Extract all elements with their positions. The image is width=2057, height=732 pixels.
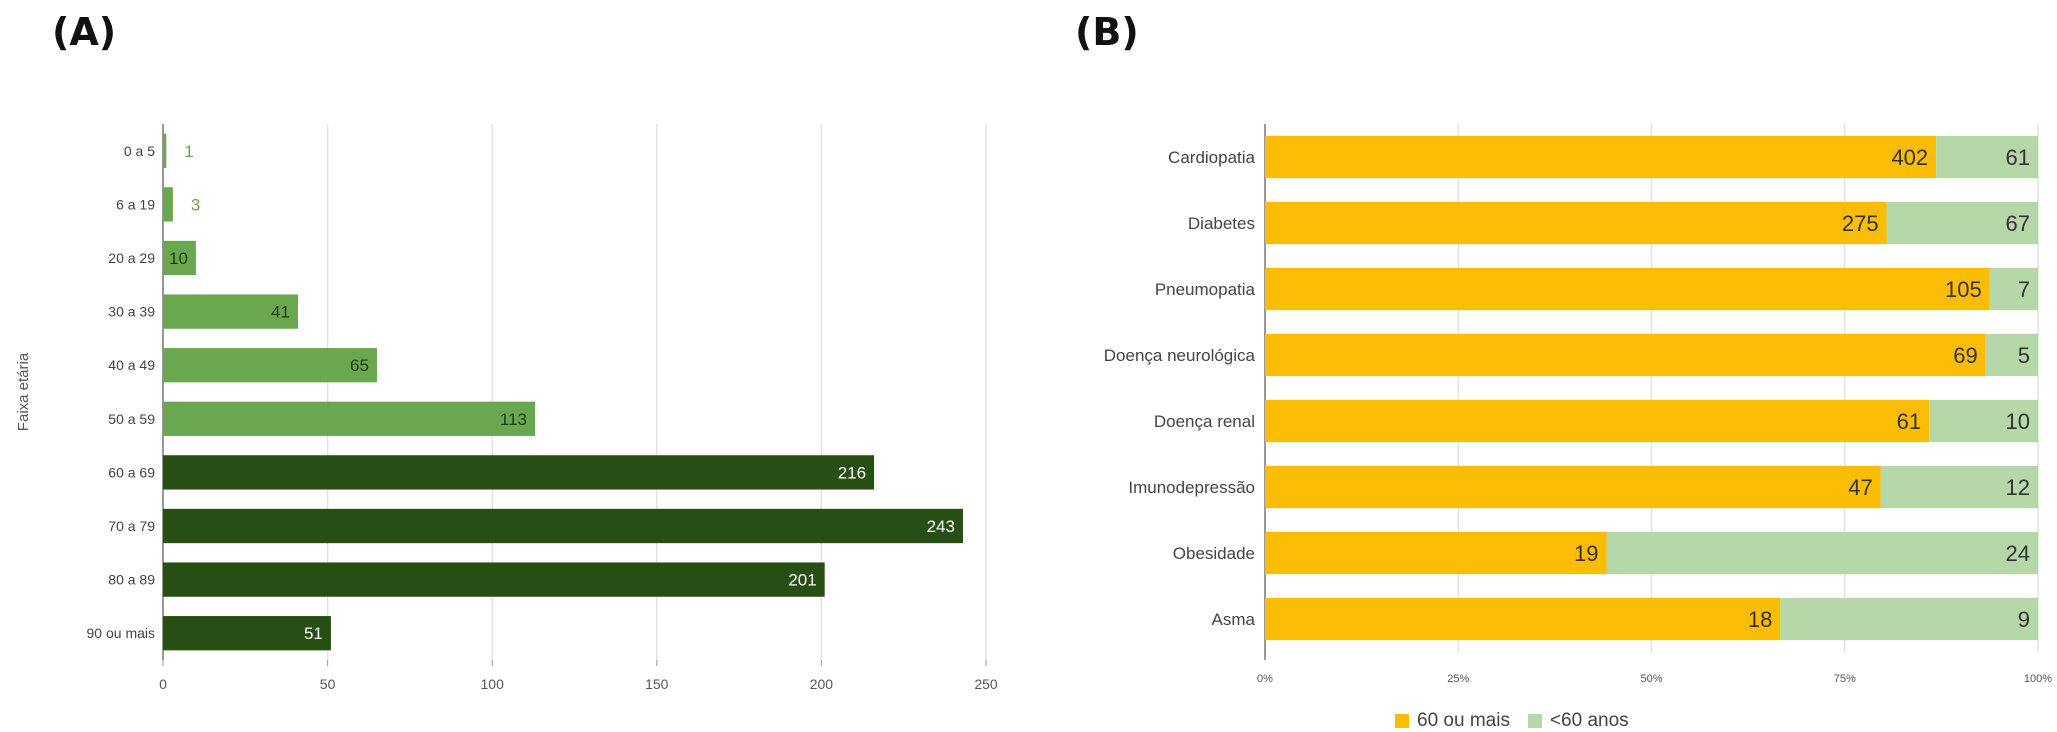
data-label: 201 [788, 571, 816, 590]
x-tick-label: 50 [320, 676, 336, 692]
data-label-menos-60: 67 [2006, 211, 2030, 236]
chart-b-legend: 60 ou mais <60 anos [1395, 710, 1647, 732]
y-category-label: 30 a 39 [108, 304, 155, 320]
y-category-label: 0 a 5 [124, 143, 155, 159]
bar-menos-60 [1985, 333, 2038, 377]
bar [163, 616, 331, 651]
data-label: 3 [191, 195, 200, 214]
bar-menos-60 [1880, 465, 2038, 509]
y-category-label: Imunodepressão [1128, 478, 1255, 497]
x-tick-label: 50% [1640, 673, 1662, 685]
y-axis-title: Faixa etária [15, 352, 32, 431]
y-category-label: 40 a 49 [108, 357, 155, 373]
y-category-label: 90 ou mais [87, 625, 155, 641]
data-label-60-ou-mais: 275 [1842, 211, 1879, 236]
data-label: 41 [271, 303, 290, 322]
bar [163, 133, 167, 168]
data-label-60-ou-mais: 47 [1848, 475, 1872, 500]
data-label-menos-60: 9 [2018, 607, 2030, 632]
bar [163, 240, 196, 276]
legend-item-menos-60: <60 anos [1527, 710, 1629, 732]
legend-swatch-60-ou-mais [1395, 714, 1409, 728]
data-label: 51 [304, 624, 323, 643]
data-label: 113 [500, 410, 527, 429]
y-category-label: 80 a 89 [108, 572, 155, 588]
bar-60-ou-mais [1265, 465, 1881, 509]
data-label-60-ou-mais: 61 [1897, 409, 1921, 434]
x-tick-label: 75% [1834, 673, 1856, 685]
x-tick-label: 0% [1257, 673, 1273, 685]
data-label-menos-60: 24 [2006, 541, 2030, 566]
bar [163, 508, 963, 544]
x-tick-label: 150 [645, 676, 669, 692]
y-category-label: Obesidade [1173, 544, 1255, 563]
legend-label-60-ou-mais: 60 ou mais [1417, 710, 1510, 731]
data-label-menos-60: 61 [2006, 145, 2030, 170]
bar [163, 401, 535, 436]
x-tick-label: 100% [2024, 673, 2052, 685]
x-tick-label: 25% [1447, 673, 1469, 685]
bar-60-ou-mais [1265, 531, 1607, 575]
y-category-label: Diabetes [1188, 214, 1255, 233]
data-label-60-ou-mais: 19 [1574, 541, 1598, 566]
data-label-60-ou-mais: 105 [1945, 277, 1982, 302]
bar-60-ou-mais [1265, 267, 1990, 311]
y-category-label: 70 a 79 [108, 518, 155, 534]
data-label-menos-60: 12 [2006, 475, 2030, 500]
data-label: 65 [350, 356, 369, 375]
x-tick-label: 100 [481, 676, 505, 692]
bar [163, 562, 825, 597]
y-category-label: Doença neurológica [1104, 346, 1256, 365]
legend-item-60-ou-mais: 60 ou mais [1395, 710, 1510, 732]
data-label: 243 [927, 517, 955, 536]
data-label-60-ou-mais: 69 [1953, 343, 1977, 368]
data-label: 1 [184, 142, 193, 161]
bar [163, 455, 875, 490]
chart-a-age-groups: 0 50 100 150 200 250 Faixa etária 0 a 5 1 6 a 19 3… [15, 124, 998, 692]
bar-60-ou-mais [1265, 597, 1781, 641]
data-label: 216 [838, 463, 866, 482]
panel-b-label: (B) [1075, 10, 1139, 54]
x-tick-label: 200 [810, 676, 834, 692]
panel-a-label: (A) [52, 10, 117, 54]
bar-menos-60 [1989, 267, 2038, 311]
bar-60-ou-mais [1265, 135, 1937, 179]
y-category-label: 6 a 19 [116, 196, 155, 212]
data-label-menos-60: 10 [2006, 409, 2030, 434]
bar [163, 348, 377, 383]
y-category-label: Pneumopatia [1155, 280, 1256, 299]
y-category-label: 20 a 29 [108, 250, 155, 266]
y-category-label: Cardiopatia [1168, 148, 1255, 167]
y-category-label: 60 a 69 [108, 464, 155, 480]
bar-menos-60 [1929, 399, 2038, 443]
bar-menos-60 [1886, 201, 2038, 245]
data-label-menos-60: 7 [2018, 277, 2030, 302]
bar-60-ou-mais [1265, 399, 1930, 443]
bar-60-ou-mais [1265, 333, 1986, 377]
legend-label-menos-60: <60 anos [1549, 710, 1629, 731]
legend-swatch-menos-60 [1527, 714, 1542, 728]
y-category-label: Doença renal [1154, 412, 1255, 431]
data-label-60-ou-mais: 402 [1891, 145, 1928, 170]
data-label-menos-60: 5 [2018, 343, 2030, 368]
bar [163, 294, 298, 329]
data-label-60-ou-mais: 18 [1748, 607, 1772, 632]
y-category-label: 50 a 59 [108, 411, 155, 427]
bar-menos-60 [1606, 531, 2038, 575]
bar-menos-60 [1780, 597, 2038, 641]
bar [163, 187, 173, 222]
x-tick-label: 0 [159, 676, 167, 692]
bar-menos-60 [1936, 135, 2038, 179]
x-tick-label: 250 [974, 676, 998, 692]
y-category-label: Asma [1212, 610, 1256, 629]
bar-60-ou-mais [1265, 201, 1887, 245]
data-label: 10 [169, 249, 188, 268]
